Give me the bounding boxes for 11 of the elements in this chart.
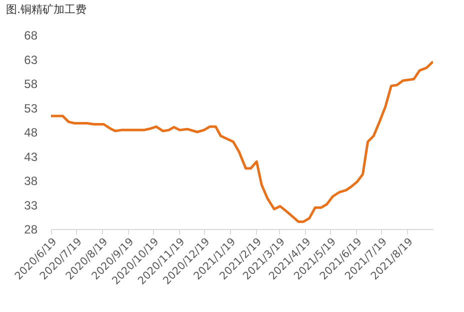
y-tick-label: 33	[24, 198, 38, 212]
line-series	[51, 60, 433, 223]
chart-title: 图.铜精矿加工费	[6, 3, 86, 16]
y-tick-label: 28	[24, 222, 38, 236]
y-tick-label: 48	[24, 126, 38, 140]
y-tick-label: 38	[24, 174, 38, 188]
y-tick-label: 53	[24, 101, 38, 116]
y-tick-label: 63	[24, 52, 38, 67]
y-tick-label: 43	[24, 150, 38, 164]
y-tick-label: 58	[24, 77, 38, 91]
y-tick-label: 68	[24, 28, 38, 42]
